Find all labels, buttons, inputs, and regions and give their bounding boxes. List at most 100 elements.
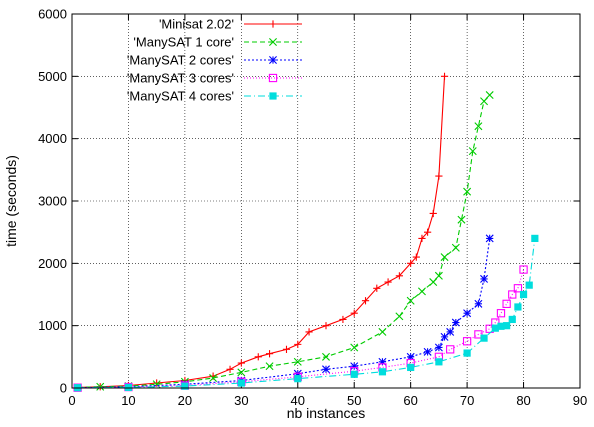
data-point: [282, 345, 291, 353]
data-point: [435, 358, 443, 366]
data-point: [474, 122, 483, 131]
series-group: [73, 91, 494, 392]
data-point: [462, 337, 472, 346]
data-point: [322, 365, 330, 374]
data-point: [485, 91, 494, 100]
data-point: [269, 20, 277, 28]
legend-label: 'ManySAT 1 core': [133, 35, 234, 50]
data-point: [513, 284, 523, 293]
data-point: [514, 303, 522, 311]
y-axis-label: time (seconds): [3, 155, 19, 247]
data-point: [153, 379, 161, 387]
data-point: [480, 274, 489, 283]
data-point: [237, 359, 245, 367]
x-tick-label: 60: [403, 393, 417, 408]
data-point: [519, 265, 528, 274]
data-point: [373, 284, 381, 292]
data-point: [474, 299, 483, 308]
data-point: [322, 322, 330, 330]
data-point: [265, 362, 274, 371]
data-point: [480, 334, 488, 342]
data-point: [269, 92, 277, 100]
data-point: [406, 296, 415, 305]
data-point: [237, 368, 246, 377]
y-tick-label: 1000: [38, 318, 67, 333]
y-tick-label: 0: [60, 381, 67, 396]
legend-entry: 'Minisat 2.02': [159, 17, 302, 32]
data-point: [418, 234, 426, 242]
plot-frame: [71, 13, 581, 389]
data-point: [519, 290, 528, 299]
data-point: [124, 383, 133, 391]
legend-label: 'ManySAT 4 cores': [127, 89, 234, 104]
data-point: [294, 340, 302, 348]
data-point: [395, 312, 404, 321]
x-tick-label: 0: [68, 393, 75, 408]
data-point: [305, 328, 313, 336]
data-point: [485, 234, 494, 243]
plot-series: [73, 72, 539, 392]
data-point: [209, 374, 218, 383]
series-line: [77, 269, 525, 389]
data-point: [440, 332, 449, 341]
x-axis-label: nb instances: [287, 405, 366, 421]
series-line: [77, 238, 491, 389]
data-point: [226, 365, 234, 373]
x-tick-label: 80: [516, 393, 530, 408]
series-group: [74, 72, 449, 391]
data-point: [395, 272, 403, 280]
data-point: [497, 322, 505, 330]
y-tick-label: 6000: [38, 7, 67, 22]
data-point: [508, 315, 516, 324]
data-point: [531, 234, 539, 242]
data-point: [417, 287, 426, 296]
data-point: [424, 228, 432, 236]
data-point: [407, 363, 415, 372]
data-point: [384, 278, 392, 286]
data-point: [265, 350, 274, 358]
x-tick-label: 40: [291, 393, 305, 408]
data-point: [350, 370, 358, 378]
data-point: [463, 309, 472, 318]
data-point: [508, 290, 517, 299]
data-point: [361, 297, 370, 305]
data-point: [525, 281, 533, 289]
legend-label: 'Minisat 2.02': [159, 17, 234, 32]
x-tick-label: 20: [178, 393, 192, 408]
data-point: [434, 343, 443, 352]
data-point: [468, 147, 477, 156]
y-tick-label: 5000: [38, 69, 67, 84]
data-point: [446, 345, 455, 354]
data-point: [457, 215, 466, 224]
data-point: [412, 253, 420, 261]
data-point: [406, 352, 415, 361]
x-tick-label: 50: [347, 393, 361, 408]
axis-ticks: 0 10 20 30 40 50 60 70 80 90 0 1000 2000 3000 4000 5000…: [38, 7, 587, 409]
data-point: [463, 349, 471, 357]
legend-label: 'ManySAT 2 cores': [127, 53, 234, 68]
x-tick-label: 10: [121, 393, 135, 408]
x-tick-label: 90: [573, 393, 587, 408]
data-point: [294, 375, 302, 383]
data-point: [451, 318, 460, 327]
data-point: [491, 324, 499, 332]
y-tick-label: 4000: [38, 131, 67, 146]
data-point: [407, 259, 415, 267]
data-point: [237, 379, 245, 387]
data-point: [503, 322, 511, 330]
data-point: [269, 56, 277, 64]
data-point: [350, 362, 359, 371]
data-point: [496, 309, 506, 318]
legend: 'Minisat 2.02' 'ManySAT 1 core' 'ManySAT 2…: [127, 17, 302, 104]
data-point: [268, 73, 278, 83]
data-point: [423, 347, 432, 356]
series-line: [77, 76, 446, 388]
data-point: [322, 352, 330, 361]
series-group: [74, 234, 539, 392]
data-point: [350, 309, 358, 317]
x-tick-label: 30: [234, 393, 248, 408]
legend-entry: 'ManySAT 3 cores': [127, 71, 302, 86]
series-line: [77, 94, 491, 388]
data-point: [429, 209, 437, 218]
